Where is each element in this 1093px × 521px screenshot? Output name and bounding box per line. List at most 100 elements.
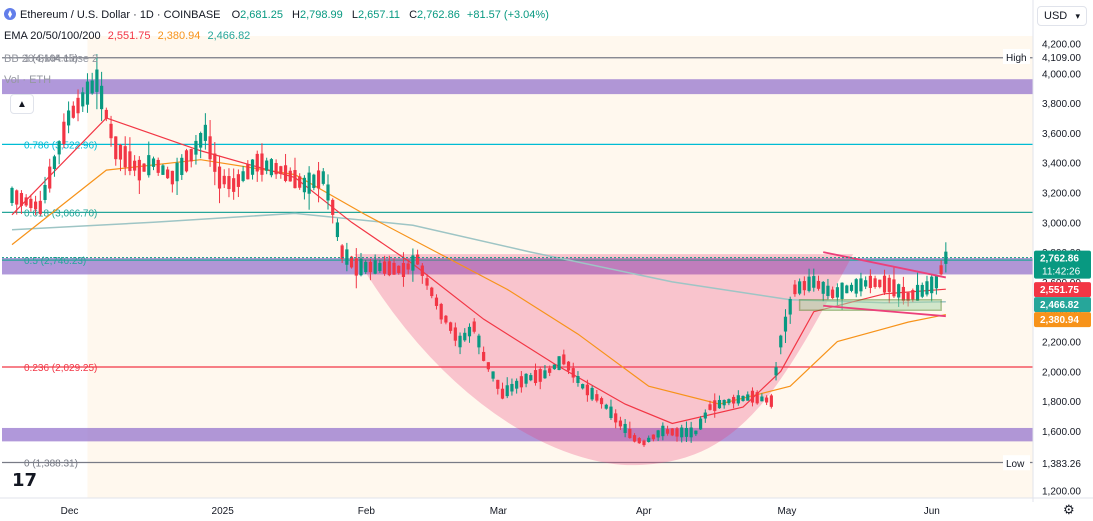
low-tag-bg xyxy=(1003,455,1030,471)
candle-body xyxy=(524,373,528,384)
chevron-up-icon: ▲ xyxy=(17,98,27,110)
price-label: 2,762.86 xyxy=(1040,254,1079,265)
candle-body xyxy=(491,371,495,379)
ema50-value: 2,380.94 xyxy=(157,30,201,42)
candle-body xyxy=(274,163,278,175)
candle-body xyxy=(746,394,750,401)
candle-body xyxy=(156,159,160,173)
candle-body xyxy=(519,376,523,388)
currency-selector[interactable]: USD ▾ xyxy=(1037,6,1087,26)
candle-body xyxy=(166,169,170,179)
candle-body xyxy=(217,166,222,189)
candle-body xyxy=(142,163,146,172)
candle-body xyxy=(354,258,358,276)
candle-body xyxy=(76,97,80,114)
tradingview-logo[interactable]: 17 xyxy=(12,470,38,491)
candle-body xyxy=(656,430,660,438)
candle-body xyxy=(548,368,552,373)
candle-body xyxy=(118,144,123,160)
candle-body xyxy=(901,286,905,301)
candle-body xyxy=(331,199,335,215)
candle-body xyxy=(472,321,476,332)
candle-body xyxy=(793,284,797,295)
candle-body xyxy=(831,289,835,299)
ema20-value: 2,551.75 xyxy=(107,30,151,42)
candle-body xyxy=(868,275,872,288)
candle-body xyxy=(741,395,745,401)
gear-icon[interactable]: ⚙ xyxy=(1063,502,1075,517)
candle-body xyxy=(29,198,33,209)
volume-legend[interactable]: Vol · ETH xyxy=(4,73,51,87)
candle-body xyxy=(416,254,420,265)
candle-body xyxy=(444,315,448,323)
collapse-legend-button[interactable]: ▲ xyxy=(10,94,34,114)
candle-body xyxy=(151,158,156,167)
candle-body xyxy=(222,175,226,185)
candle-body xyxy=(463,332,467,341)
candle-body xyxy=(104,109,108,119)
candle-body xyxy=(670,428,674,436)
price-tick-label: 4,200.00 xyxy=(1042,39,1081,50)
candle-body xyxy=(227,176,231,190)
bb-legend[interactable]: BB 20 SMA close 2 xyxy=(4,52,98,66)
candle-body xyxy=(769,395,773,407)
candle-body xyxy=(335,222,340,238)
candle-body xyxy=(915,284,920,301)
candle-body xyxy=(708,404,712,410)
ema-legend[interactable]: EMA 20/50/100/200 2,551.75 2,380.94 2,46… xyxy=(4,29,250,43)
candle-body xyxy=(128,151,132,172)
candle-body xyxy=(392,262,396,275)
price-axis: 4,200.00 4,000.00 3,800.00 3,600.00 3,400.00… xyxy=(1003,0,1093,521)
candle-body xyxy=(510,383,514,392)
candle-body xyxy=(265,160,269,171)
high-tag: High xyxy=(1006,53,1027,64)
candle-body xyxy=(736,395,740,404)
price-tick-label: 3,200.00 xyxy=(1042,188,1081,199)
candle-body xyxy=(232,178,236,192)
candle-body xyxy=(920,284,924,297)
candle-body xyxy=(250,159,255,175)
triangle-line xyxy=(823,304,946,318)
candle-body xyxy=(849,284,854,291)
candle-body xyxy=(85,81,90,105)
candle-body xyxy=(453,327,457,341)
candle-body xyxy=(236,174,240,187)
candle-body xyxy=(604,404,608,409)
candle-body xyxy=(651,434,656,440)
candle-body xyxy=(529,375,533,381)
candle-body xyxy=(515,380,519,389)
candle-body xyxy=(486,362,490,370)
candle-body xyxy=(175,162,179,182)
price-label-bg xyxy=(1034,282,1091,298)
candle-body xyxy=(307,172,311,194)
candle-body xyxy=(194,140,198,155)
candle-body xyxy=(694,430,698,435)
candle-body xyxy=(90,80,94,94)
low-label: L xyxy=(351,9,358,21)
countdown-label: 11:42:26 xyxy=(1042,267,1081,278)
price-tick-label: 3,000.00 xyxy=(1042,218,1081,229)
price-label-bg xyxy=(1034,312,1091,328)
candle-body xyxy=(557,356,561,371)
candle-body xyxy=(722,399,726,406)
symbol-title: Ethereum / U.S. Dollar · 1D · COINBASE xyxy=(20,9,221,21)
high-value: 2,798.99 xyxy=(299,9,343,21)
candle-body xyxy=(732,396,736,404)
candle-body xyxy=(52,156,57,169)
price-tick-label: 3,600.00 xyxy=(1042,129,1081,140)
candle-body xyxy=(95,69,99,92)
symbol-header[interactable]: Ethereum / U.S. Dollar · 1D · COINBASE O… xyxy=(4,8,549,22)
cup-pattern xyxy=(354,254,854,466)
time-tick-label: 2025 xyxy=(212,506,235,517)
candle-body xyxy=(812,276,816,288)
close-label: C xyxy=(409,9,418,21)
candle-body xyxy=(43,184,47,200)
high-value: 4,109.00 xyxy=(1042,53,1081,64)
candle-body xyxy=(411,255,415,271)
price-tick-label: 3,400.00 xyxy=(1042,159,1081,170)
candle-body xyxy=(944,251,948,264)
candle-body xyxy=(599,398,604,405)
price-label: 2,380.94 xyxy=(1040,315,1079,326)
candle-body xyxy=(321,171,325,184)
